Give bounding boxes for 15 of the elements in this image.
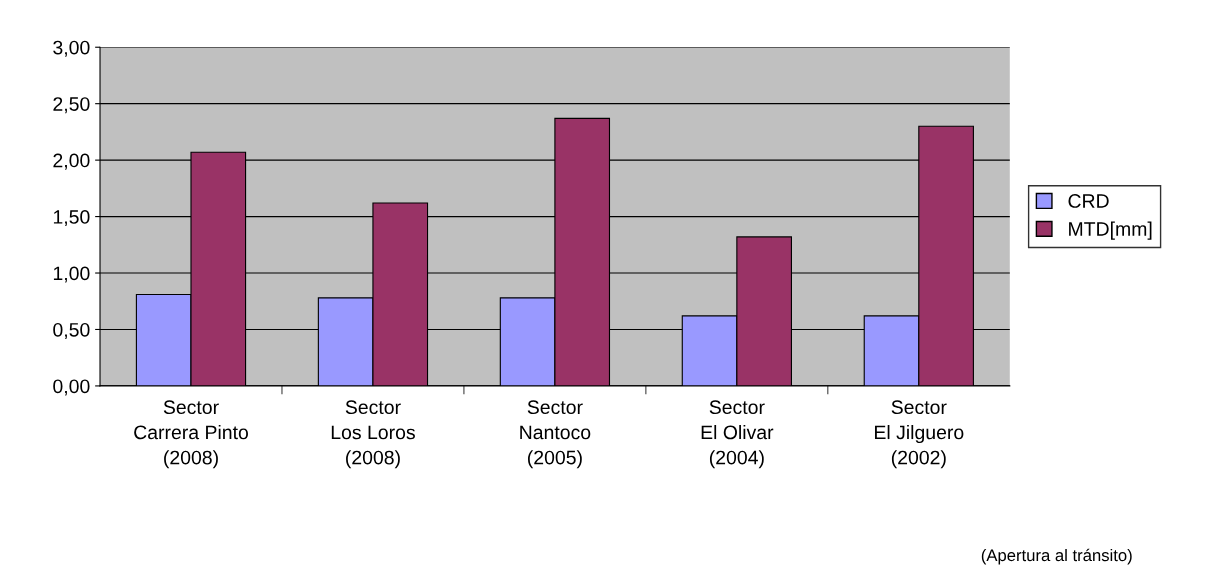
x-tick-label: Sector El Jilguero (2002) — [875, 400, 964, 469]
y-tick-label: 2,50 — [53, 97, 90, 114]
y-tick-label: 3,00 — [53, 40, 90, 57]
legend-label: CRD — [1068, 194, 1109, 208]
y-tick-label: 1,50 — [53, 210, 90, 227]
x-tick-label: Sector Nantoco (2005) — [520, 400, 591, 469]
legend-label: MTD[mm] — [1069, 221, 1152, 240]
y-tick-label: 0,00 — [53, 379, 90, 396]
y-tick-label: 2,00 — [53, 153, 90, 170]
x-tick-label: Sector Carrera Pinto (2008) — [134, 400, 248, 469]
y-tick-label: 1,00 — [53, 266, 90, 283]
x-tick-label: Sector Los Loros (2008) — [331, 400, 415, 469]
text: (Apertura al tránsito) — [981, 548, 1132, 565]
y-tick-label: 0,50 — [53, 322, 90, 340]
x-tick-label: Sector El Olivar (2004) — [701, 400, 774, 469]
